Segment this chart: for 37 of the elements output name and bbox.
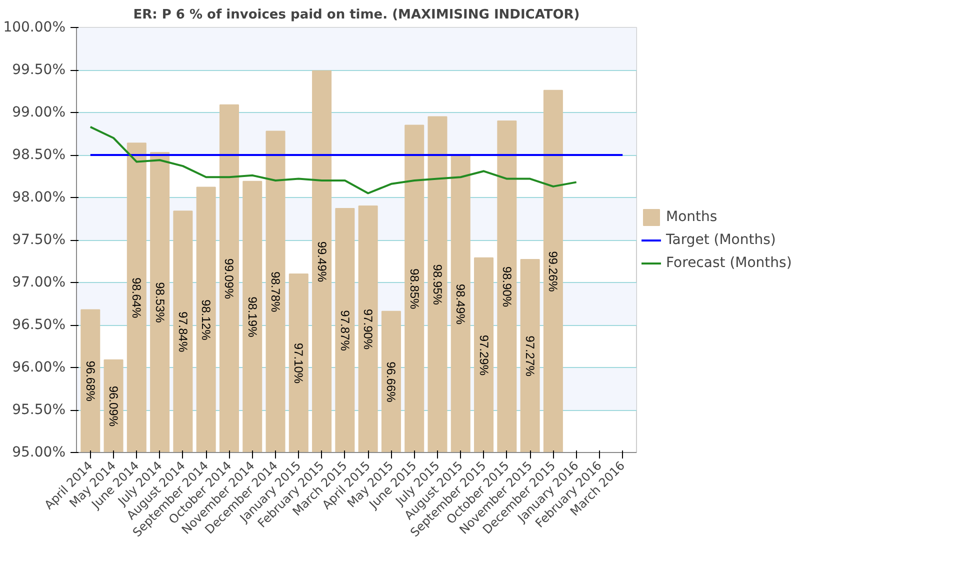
text: 97.29% xyxy=(476,334,491,376)
text: 99.26% xyxy=(546,251,560,292)
y-tick-label: 99.00% xyxy=(12,104,66,120)
text: 96.09% xyxy=(106,386,121,427)
text: 97.10% xyxy=(292,342,306,384)
y-tick-label: 96.00% xyxy=(12,360,66,376)
text: 97.27% xyxy=(523,336,538,376)
text: 98.95% xyxy=(430,264,444,305)
legend-label: Forecast (Months) xyxy=(666,254,792,270)
text: 96.66% xyxy=(384,362,398,402)
legend-label: Months xyxy=(666,208,718,224)
text: 98.78% xyxy=(268,272,283,312)
text: 98.19% xyxy=(245,296,260,338)
y-tick-label: 97.00% xyxy=(12,274,66,290)
chart-title: ER: P 6 % of invoices paid on time. (MAXIMISING INDICATOR) xyxy=(133,8,580,22)
text: 99.49% xyxy=(314,241,329,282)
text: 98.12% xyxy=(199,300,214,340)
text: 98.85% xyxy=(407,268,422,310)
y-tick-label: 99.50% xyxy=(12,62,66,78)
text: 99.09% xyxy=(222,258,236,300)
text: 98.49% xyxy=(454,284,468,325)
y-tick-label: 100.00% xyxy=(3,20,66,36)
legend-label: Target (Months) xyxy=(666,232,776,248)
y-tick-label: 96.50% xyxy=(12,317,66,333)
text: 97.90% xyxy=(361,308,376,350)
line-series xyxy=(89,126,578,194)
y-tick-label: 95.00% xyxy=(12,444,66,460)
text: 98.53% xyxy=(152,282,167,323)
y-tick-label: 95.50% xyxy=(12,402,66,418)
y-tick-label: 98.50% xyxy=(12,147,66,163)
y-tick-label: 98.00% xyxy=(12,190,66,206)
text: 98.90% xyxy=(500,266,514,308)
text: 96.68% xyxy=(83,360,98,402)
y-tick-label: 97.50% xyxy=(12,232,66,248)
text: 97.84% xyxy=(176,311,190,352)
text: 97.87% xyxy=(338,310,352,351)
text: 98.64% xyxy=(130,277,144,318)
